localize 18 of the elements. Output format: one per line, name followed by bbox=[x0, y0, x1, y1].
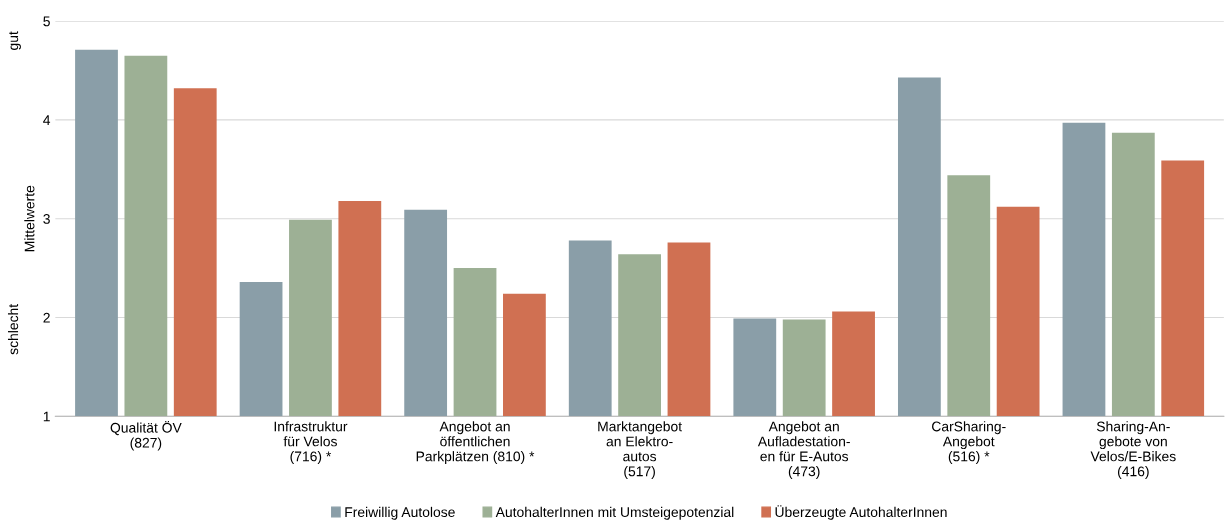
text: schlecht bbox=[7, 304, 19, 355]
y-tick-label: 4 bbox=[43, 115, 51, 125]
legend-label: Überzeugte AutohalterInnen bbox=[775, 505, 947, 520]
x-tick-label: Angebot an öffentlichen Parkplätzen (810) * bbox=[416, 421, 535, 465]
legend-label: Freiwillig Autolose bbox=[345, 506, 455, 520]
x-tick-label: Infrastruktur für Velos (716) * bbox=[274, 421, 348, 465]
y-tick-label: 1 bbox=[43, 411, 50, 422]
x-tick-label: Angebot an Aufladestation- en für E-Autos (473) bbox=[757, 421, 850, 480]
x-tick-label: Sharing-An- gebote von Velos/E-Bikes (416) bbox=[1090, 421, 1176, 480]
x-tick-label: Qualität ÖV (827) bbox=[110, 420, 182, 451]
y-tick-label: 5 bbox=[43, 16, 50, 27]
y-axis-title: Mittelwerte bbox=[24, 185, 35, 252]
legend-label: AutohalterInnen mit Umsteigepotenzial bbox=[495, 506, 734, 520]
x-tick-label: CarSharing- Angebot (516) * bbox=[932, 421, 1006, 465]
text: gut bbox=[9, 31, 21, 50]
y-tick-label: 3 bbox=[43, 214, 50, 224]
x-tick-label: Marktangebot an Elektro- autos (517) bbox=[598, 421, 682, 480]
y-tick-label: 2 bbox=[43, 312, 50, 323]
